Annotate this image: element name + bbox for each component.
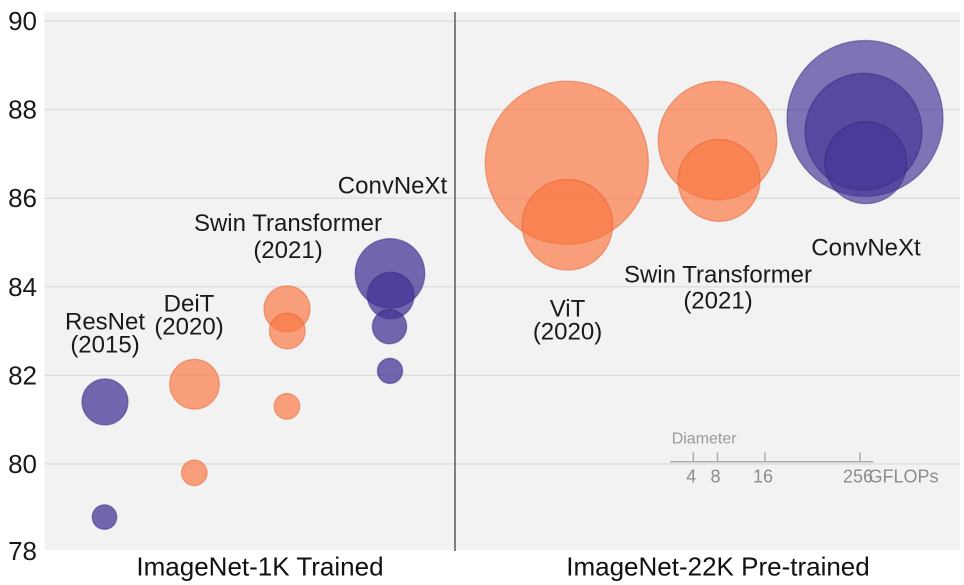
bubble [677, 138, 761, 223]
size-legend-tick-label: 8 [710, 467, 720, 487]
model-labels: ResNet(2015)DeiT(2020)Swin Transformer(2… [65, 173, 921, 359]
panel-title-imagenet-1k: ImageNet-1K Trained [136, 552, 383, 582]
y-tick-label: 80 [8, 449, 37, 479]
model-label: (2021) [683, 288, 752, 315]
size-legend-tick-label: 4 [686, 467, 696, 487]
model-label: (2020) [533, 319, 602, 346]
model-label: ViT [550, 296, 586, 323]
y-tick-label: 84 [8, 272, 37, 302]
bubble [81, 378, 129, 426]
size-legend-unit: GFLOPs [869, 467, 939, 487]
model-label: ResNet [65, 309, 145, 336]
bubble-series [81, 39, 944, 531]
model-label: DeiT [164, 291, 215, 318]
bubble [376, 357, 404, 385]
bubble [91, 504, 118, 531]
y-tick-label: 78 [8, 536, 37, 566]
bubble [521, 178, 614, 271]
series-convnext-22k [786, 39, 944, 205]
y-tick-label: 82 [8, 360, 37, 390]
bubble [268, 312, 306, 350]
series-deit-2020-1k [169, 358, 220, 487]
size-legend-tick-label: 16 [753, 467, 773, 487]
panel-title-imagenet-22k: ImageNet-22K Pre-trained [566, 552, 869, 582]
bubble [824, 121, 908, 205]
size-legend-title: Diameter [672, 431, 738, 448]
y-tick-label: 86 [8, 183, 37, 213]
model-label: ConvNeXt [811, 235, 921, 262]
size-legend-tick-label: 256 [843, 467, 873, 487]
bubble [371, 308, 408, 345]
bubble [273, 392, 301, 420]
bubble [169, 358, 220, 410]
bubble [180, 459, 208, 487]
y-axis-tick-labels: 90 88 86 84 82 80 78 [8, 6, 37, 566]
model-label: (2015) [70, 332, 139, 359]
size-legend-ticks: 4 8 16 256 [686, 452, 873, 487]
size-legend: Diameter 4 8 16 256 GFLOPs [670, 431, 939, 487]
y-tick-label: 88 [8, 95, 37, 125]
model-label: ConvNeXt [338, 173, 448, 200]
series-vit-2020-22k [484, 80, 650, 271]
series-swin-transformer-2021-1k [263, 285, 311, 420]
model-label: Swin Transformer [194, 210, 382, 237]
model-label: (2020) [154, 314, 223, 341]
model-label: Swin Transformer [624, 262, 812, 289]
series-swin-transformer-2021-22k [657, 80, 778, 223]
series-resnet-2015-1k [81, 378, 129, 531]
model-label: (2021) [253, 237, 322, 264]
y-tick-label: 90 [8, 6, 37, 36]
series-convnext-1k [354, 238, 426, 385]
